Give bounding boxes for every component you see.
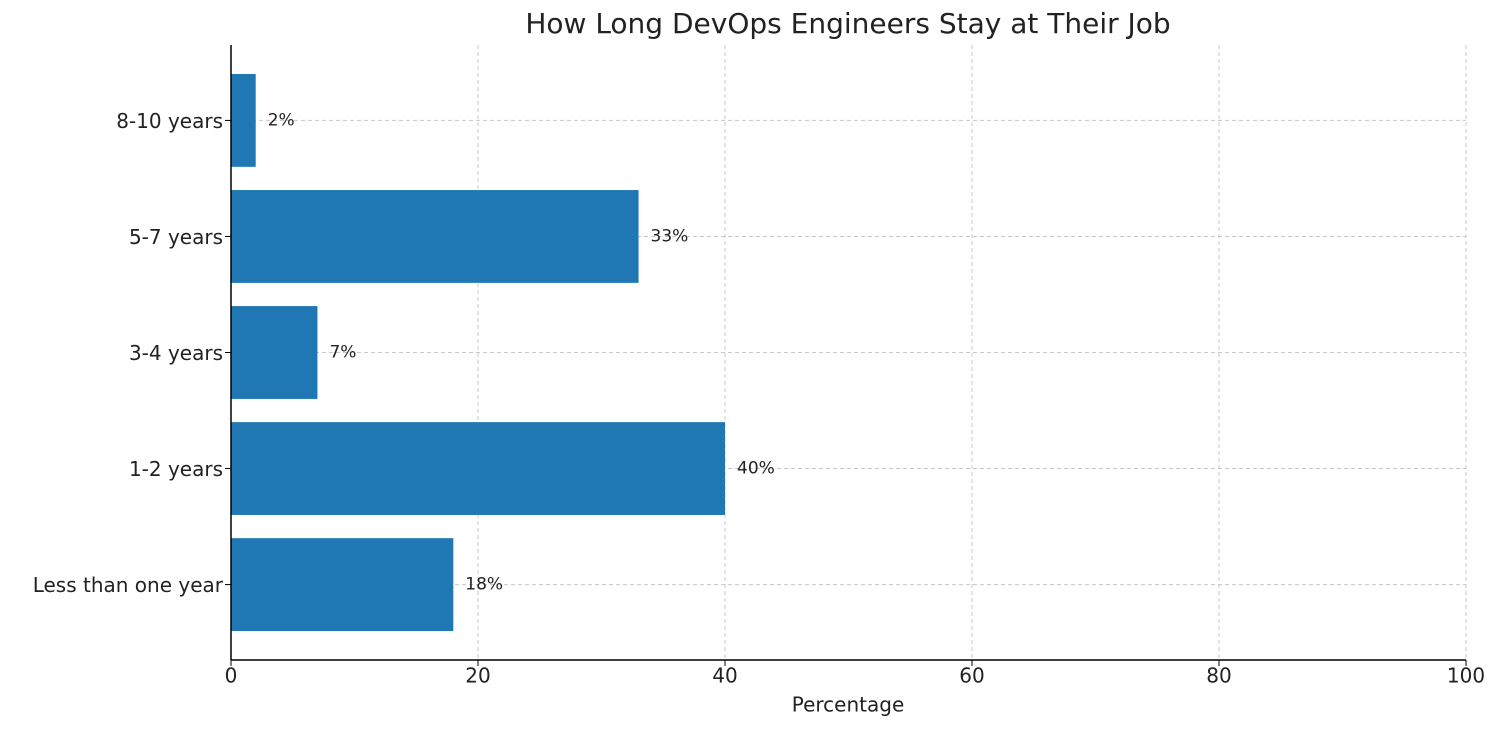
value-label: 33% xyxy=(651,226,689,246)
bar xyxy=(231,306,318,399)
x-tick-label: 80 xyxy=(1206,664,1231,688)
y-tick-label: 5-7 years xyxy=(129,225,223,249)
x-tick-label: 100 xyxy=(1447,664,1485,688)
x-axis-label: Percentage xyxy=(792,693,905,717)
value-label: 18% xyxy=(465,575,503,595)
x-tick-label: 60 xyxy=(959,664,984,688)
x-tick-label: 20 xyxy=(465,664,490,688)
y-tick-label: Less than one year xyxy=(33,573,224,597)
y-tick-label: 8-10 years xyxy=(116,109,223,133)
bar xyxy=(231,422,725,515)
value-label: 7% xyxy=(329,343,356,363)
bar xyxy=(231,538,454,631)
chart-title: How Long DevOps Engineers Stay at Their … xyxy=(525,7,1170,40)
value-label: 40% xyxy=(737,459,775,479)
x-tick-label: 40 xyxy=(712,664,737,688)
value-label: 2% xyxy=(268,110,295,130)
bar xyxy=(231,74,256,167)
x-tick-label: 0 xyxy=(225,664,238,688)
bar xyxy=(231,190,639,283)
y-tick-label: 3-4 years xyxy=(129,341,223,365)
y-tick-label: 1-2 years xyxy=(129,457,223,481)
